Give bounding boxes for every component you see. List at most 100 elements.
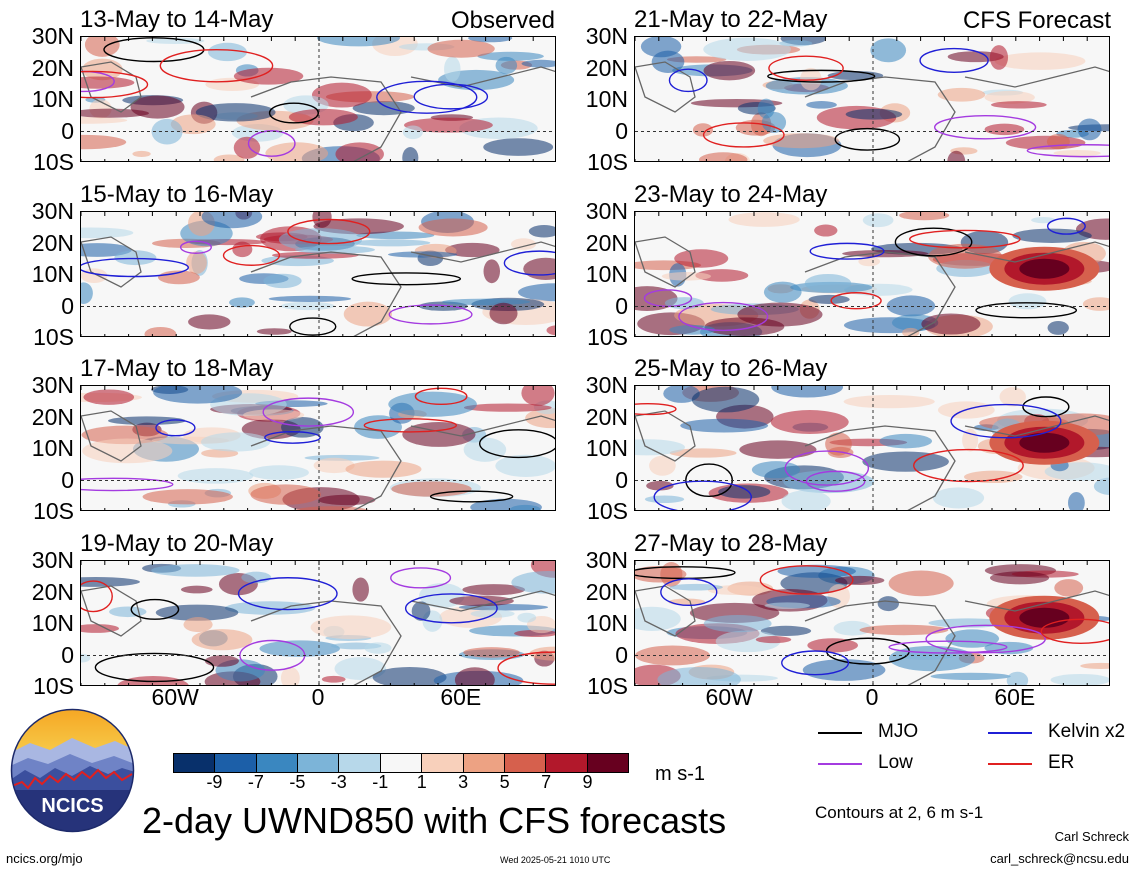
panel-title: 19-May to 20-May <box>80 530 274 557</box>
latitude-tick: 30N <box>585 23 628 49</box>
wind-map-forecast-1 <box>635 37 1109 161</box>
latitude-tick: 30N <box>585 198 628 224</box>
colorbar-tick-label: 7 <box>541 772 552 792</box>
colorbar-swatch <box>546 753 588 773</box>
colorbar-swatch <box>215 753 257 773</box>
panel-title: 21-May to 22-May <box>634 6 828 33</box>
map-frame <box>634 36 1110 162</box>
legend-label: Low <box>878 752 913 773</box>
colorbar-swatch <box>463 753 505 773</box>
latitude-tick: 30N <box>31 23 74 49</box>
map-frame <box>80 560 556 686</box>
contour-note: Contours at 2, 6 m s-1 <box>815 803 984 822</box>
longitude-tick: 0 <box>311 684 325 710</box>
colorbar-tick-label: 9 <box>582 772 593 792</box>
wind-map-forecast-2 <box>635 212 1109 336</box>
wind-map-observed-3 <box>81 386 555 510</box>
latitude-tick: 10N <box>585 610 628 636</box>
map-frame <box>634 560 1110 686</box>
legend-label: ER <box>1048 752 1075 773</box>
latitude-tick: 10S <box>33 324 74 350</box>
legend-swatch <box>988 763 1032 765</box>
latitude-tick: 0 <box>615 641 628 668</box>
colorbar-tick-label: -5 <box>289 772 306 792</box>
units-label: m s-1 <box>655 763 705 785</box>
colorbar <box>173 753 629 773</box>
latitude-tick: 20N <box>31 229 74 256</box>
latitude-tick: 10S <box>33 498 74 524</box>
colorbar-tick-label: -1 <box>372 772 389 792</box>
colorbar-swatch <box>380 753 423 773</box>
legend-label: MJO <box>878 721 919 742</box>
author-email[interactable]: carl_schreck@ncsu.edu <box>990 851 1129 866</box>
longitude-tick: 60E <box>440 684 482 710</box>
logo-text: NCICS <box>41 795 103 817</box>
legend-swatch <box>988 732 1032 734</box>
panel-title: 27-May to 28-May <box>634 530 828 557</box>
longitude-tick: 60W <box>151 684 199 710</box>
latitude-tick: 10S <box>33 673 74 699</box>
latitude-tick: 10S <box>587 498 628 524</box>
latitude-tick: 10N <box>585 435 628 461</box>
latitude-tick: 10S <box>587 673 628 699</box>
author-name: Carl Schreck <box>1054 829 1129 844</box>
latitude-tick: 10N <box>31 86 74 112</box>
latitude-tick: 10S <box>587 149 628 175</box>
longitude-tick: 60W <box>705 684 753 710</box>
latitude-tick: 20N <box>585 578 628 605</box>
latitude-tick: 10S <box>33 149 74 175</box>
colorbar-tick-label: -7 <box>247 772 264 792</box>
map-frame <box>634 211 1110 337</box>
latitude-tick: 0 <box>61 292 74 319</box>
colorbar-swatch <box>256 753 299 773</box>
latitude-tick: 30N <box>31 547 74 573</box>
latitude-tick: 30N <box>31 198 74 224</box>
colorbar-swatch <box>339 753 381 773</box>
panel-title: 17-May to 18-May <box>80 355 274 382</box>
latitude-tick: 10N <box>585 261 628 287</box>
wind-map-observed-2 <box>81 212 555 336</box>
latitude-tick: 20N <box>31 403 74 430</box>
map-frame <box>634 385 1110 511</box>
panel-title: 25-May to 26-May <box>634 355 828 382</box>
latitude-tick: 10S <box>587 324 628 350</box>
latitude-tick: 20N <box>585 403 628 430</box>
colorbar-tick-label: 1 <box>416 772 427 792</box>
latitude-tick: 20N <box>585 54 628 81</box>
observed-column-label: Observed <box>450 7 555 34</box>
latitude-tick: 0 <box>615 466 628 493</box>
latitude-tick: 20N <box>585 229 628 256</box>
panel-title: 15-May to 16-May <box>80 181 274 208</box>
map-frame <box>80 36 556 162</box>
wind-map-forecast-3 <box>635 386 1109 510</box>
latitude-tick: 0 <box>615 292 628 319</box>
colorbar-tick-label: -3 <box>330 772 347 792</box>
latitude-tick: 10N <box>31 610 74 636</box>
map-frame <box>80 385 556 511</box>
chart-title: 2-day UWND850 with CFS forecasts <box>142 800 727 841</box>
latitude-tick: 30N <box>31 372 74 398</box>
latitude-tick: 20N <box>31 578 74 605</box>
colorbar-swatch <box>504 753 547 773</box>
panel-title: 13-May to 14-May <box>80 6 274 33</box>
latitude-tick: 0 <box>61 117 74 144</box>
legend-swatch <box>818 732 862 734</box>
latitude-tick: 10N <box>585 86 628 112</box>
legend-swatch <box>818 763 862 765</box>
longitude-tick: 60E <box>994 684 1036 710</box>
colorbar-tick-label: 3 <box>458 772 469 792</box>
latitude-tick: 0 <box>61 641 74 668</box>
latitude-tick: 0 <box>61 466 74 493</box>
latitude-tick: 0 <box>615 117 628 144</box>
timestamp: Wed 2025-05-21 1010 UTC <box>500 855 611 865</box>
latitude-tick: 10N <box>31 435 74 461</box>
colorbar-tick-label: -9 <box>206 772 223 792</box>
longitude-tick: 0 <box>865 684 879 710</box>
ncics-logo: NCICS <box>10 708 135 833</box>
wind-map-observed-4 <box>81 561 555 685</box>
colorbar-swatch <box>173 753 216 773</box>
site-link[interactable]: ncics.org/mjo <box>6 851 83 866</box>
forecast-column-label: CFS Forecast <box>962 7 1111 34</box>
map-frame <box>80 211 556 337</box>
colorbar-swatch <box>422 753 464 773</box>
